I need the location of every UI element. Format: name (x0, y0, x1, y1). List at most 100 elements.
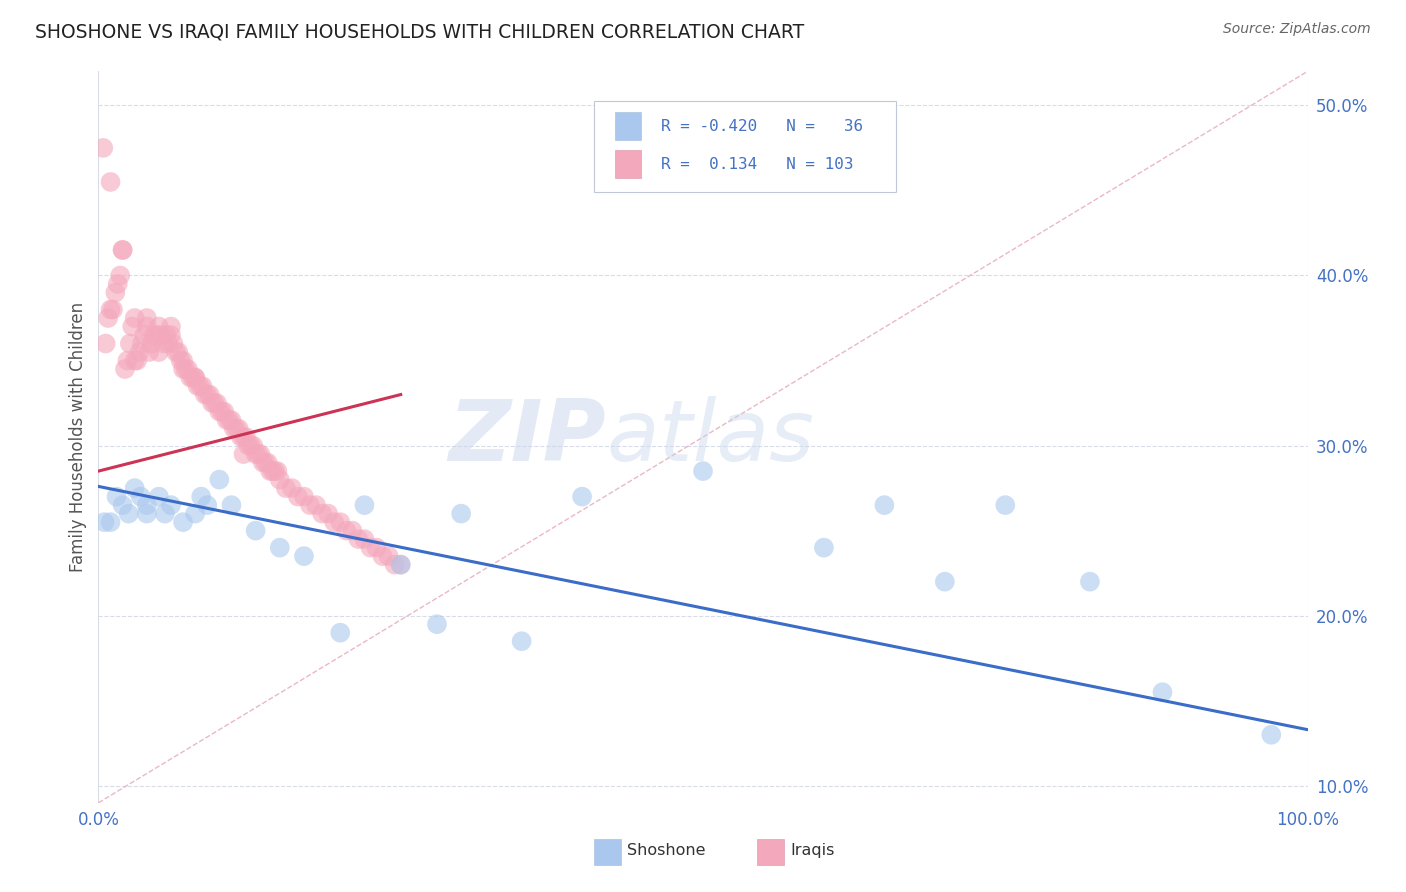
Point (172, 353, 194, 368)
Point (127, 353, 149, 368)
Point (184, 507, 207, 521)
Point (100, 515, 122, 529)
Point (235, 430, 257, 444)
Point (316, 507, 339, 521)
Point (165, 345, 187, 359)
Point (148, 345, 170, 359)
Point (143, 328, 166, 343)
Point (118, 336, 141, 351)
Point (172, 362, 194, 376)
FancyBboxPatch shape (758, 839, 785, 865)
Point (450, 507, 472, 521)
Point (135, 498, 157, 512)
Point (184, 370, 207, 384)
Point (218, 413, 240, 427)
Point (256, 456, 278, 470)
Point (342, 524, 364, 538)
Point (174, 362, 197, 376)
Point (148, 490, 170, 504)
Point (247, 447, 270, 461)
Point (195, 498, 218, 512)
Point (124, 353, 146, 368)
Point (232, 447, 254, 461)
Point (205, 396, 228, 410)
Point (105, 490, 128, 504)
Point (252, 456, 274, 470)
FancyBboxPatch shape (595, 839, 621, 865)
Point (191, 379, 214, 393)
Point (155, 328, 177, 343)
Point (150, 328, 173, 343)
Point (245, 524, 267, 538)
Point (1260, 728, 1282, 742)
Point (366, 541, 388, 555)
Point (187, 379, 209, 393)
Point (323, 515, 346, 529)
Point (124, 481, 146, 495)
FancyBboxPatch shape (595, 101, 897, 192)
Point (190, 490, 212, 504)
Point (228, 421, 250, 435)
Point (292, 549, 315, 563)
Point (353, 498, 375, 512)
Point (195, 387, 218, 401)
Text: Iraqis: Iraqis (790, 843, 834, 858)
Point (108, 268, 131, 283)
Point (873, 498, 896, 512)
Point (225, 421, 247, 435)
Text: R =  0.134   N = 103: R = 0.134 N = 103 (661, 157, 853, 172)
Point (145, 328, 167, 343)
Point (118, 507, 141, 521)
Point (117, 353, 139, 368)
FancyBboxPatch shape (614, 151, 641, 178)
Point (201, 396, 224, 410)
Point (160, 498, 183, 512)
Point (264, 464, 287, 478)
Point (111, 498, 134, 512)
Point (215, 413, 238, 427)
Point (384, 558, 406, 572)
Point (208, 473, 231, 487)
Text: SHOSHONE VS IRAQI FAMILY HOUSEHOLDS WITH CHILDREN CORRELATION CHART: SHOSHONE VS IRAQI FAMILY HOUSEHOLDS WITH… (35, 22, 804, 41)
Point (135, 311, 157, 326)
Point (204, 396, 226, 410)
Point (162, 336, 184, 351)
Point (160, 328, 183, 343)
Point (179, 370, 201, 384)
Point (274, 481, 297, 495)
Point (262, 464, 284, 478)
FancyBboxPatch shape (614, 112, 641, 140)
Point (347, 532, 370, 546)
Point (138, 345, 160, 359)
Point (221, 498, 243, 512)
Point (232, 430, 254, 444)
Point (104, 285, 127, 300)
Point (157, 336, 180, 351)
Point (245, 447, 267, 461)
Point (131, 336, 153, 351)
Text: Shoshone: Shoshone (627, 843, 706, 858)
Point (167, 345, 190, 359)
Point (269, 473, 291, 487)
Point (371, 549, 394, 563)
Point (124, 311, 146, 326)
Point (100, 175, 122, 189)
Point (305, 498, 328, 512)
Point (329, 625, 352, 640)
Point (107, 277, 129, 291)
Point (153, 507, 176, 521)
Point (211, 404, 233, 418)
Point (188, 379, 211, 393)
Point (141, 336, 163, 351)
Point (360, 541, 382, 555)
Point (94, 336, 117, 351)
Point (152, 336, 174, 351)
Point (221, 413, 243, 427)
Point (135, 507, 157, 521)
Point (311, 507, 333, 521)
Point (329, 515, 352, 529)
Point (510, 634, 533, 648)
Point (571, 490, 593, 504)
Point (813, 541, 835, 555)
Point (1078, 574, 1101, 589)
